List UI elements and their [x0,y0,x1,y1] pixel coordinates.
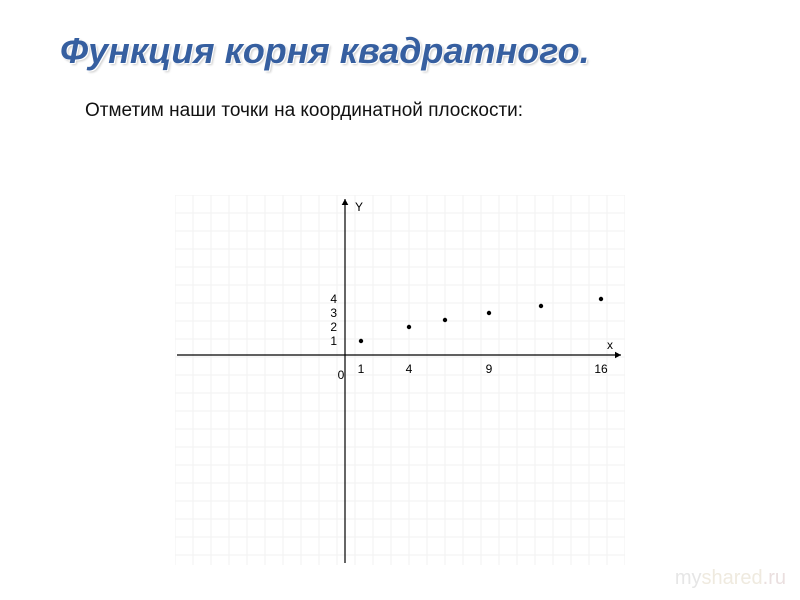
svg-text:2: 2 [330,320,337,334]
chart-svg: Yx0123414916 [175,195,625,565]
page-title: Функция корня квадратного. [60,30,800,72]
svg-text:1: 1 [358,362,365,376]
svg-text:9: 9 [486,362,493,376]
svg-text:1: 1 [330,334,337,348]
chart-container: Yx0123414916 [175,195,625,565]
svg-text:0: 0 [338,368,345,382]
svg-text:4: 4 [330,292,337,306]
subtitle-text: Отметим наши точки на координатной плоск… [85,100,800,122]
svg-text:16: 16 [594,362,608,376]
watermark-part3: .ru [763,567,786,589]
svg-text:3: 3 [330,306,337,320]
svg-text:Y: Y [355,200,363,214]
watermark: myshared.ru [675,567,786,590]
watermark-part2: shared [702,567,763,589]
svg-text:4: 4 [406,362,413,376]
watermark-part1: my [675,567,702,589]
svg-text:x: x [607,338,613,352]
